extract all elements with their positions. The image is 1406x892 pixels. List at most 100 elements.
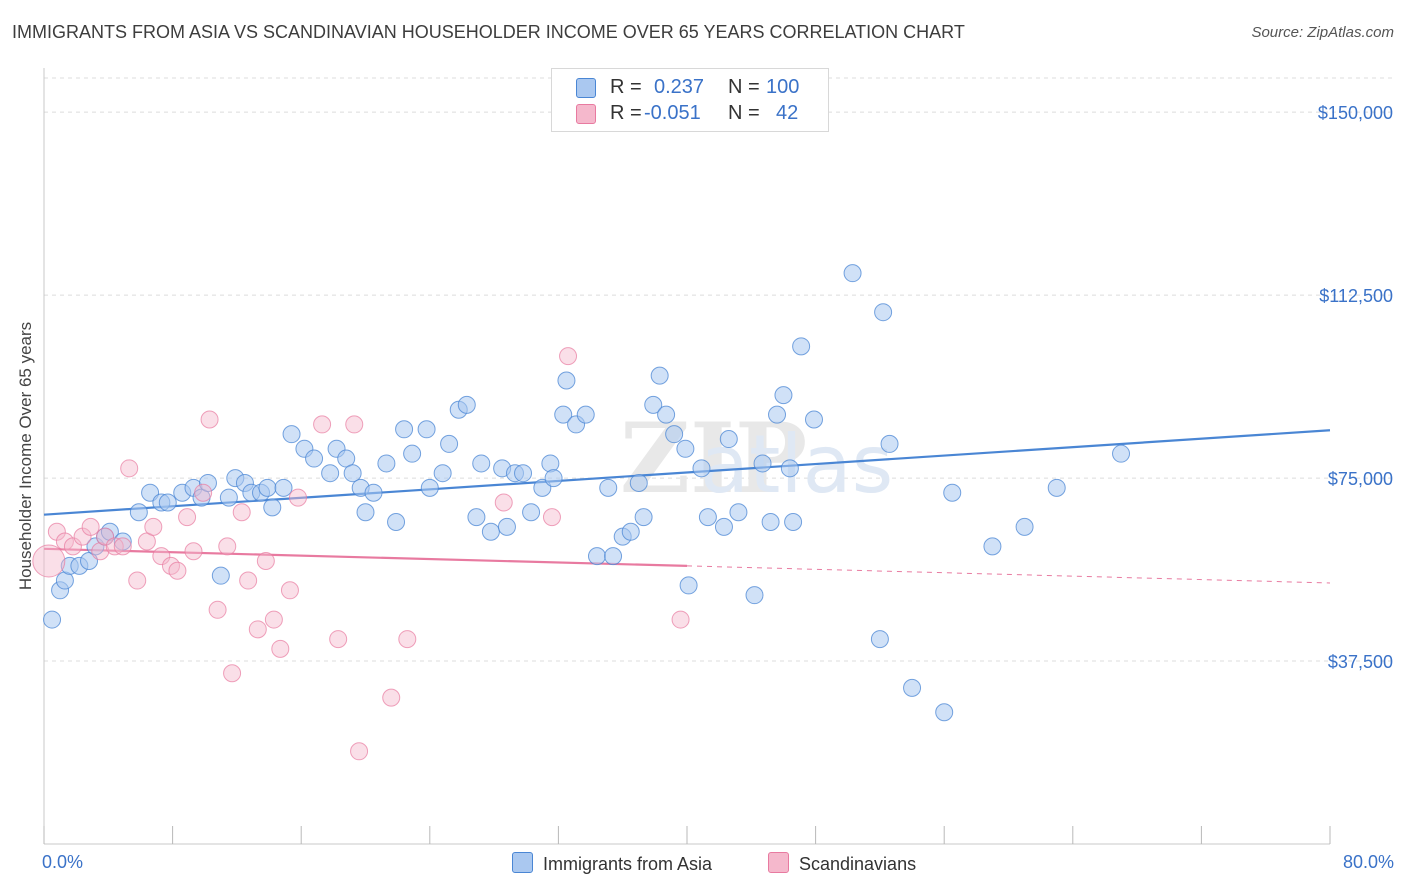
data-point-scand [280, 581, 299, 600]
bottom-legend-label-scand: Scandinavians [799, 854, 917, 874]
legend-swatch-scand [576, 104, 596, 124]
data-point-asia [679, 576, 698, 595]
data-point-asia [880, 434, 899, 453]
data-point-asia [650, 366, 669, 385]
legend-n-label: N = [728, 102, 760, 124]
data-point-asia [1112, 444, 1131, 463]
data-point-asia [420, 478, 439, 497]
bottom-legend-label-asia: Immigrants from Asia [543, 854, 713, 874]
stats-legend: R = 0.237 N = 100 R = -0.051 N = 42 [551, 68, 829, 132]
data-point-asia [745, 586, 764, 605]
data-point-asia [599, 478, 618, 497]
data-point-asia [714, 517, 733, 536]
data-point-scand [178, 508, 197, 527]
data-point-asia [274, 478, 293, 497]
bottom-legend-swatch-scand [768, 852, 789, 873]
data-point-scand [239, 571, 258, 590]
y-tick-labels: $150,000 $112,500 $75,000 $37,500 [1318, 103, 1393, 672]
data-point-asia [433, 464, 452, 483]
x-tick-label-max: 80.0% [1342, 852, 1394, 872]
data-point-asia [935, 703, 954, 722]
data-point-asia [557, 371, 576, 390]
y-tick-label: $75,000 [1328, 469, 1393, 489]
data-point-asia [870, 630, 889, 649]
data-point-scand [128, 571, 147, 590]
data-point-asia [356, 503, 375, 522]
legend-r-value: 0.237 [654, 76, 705, 98]
axes [43, 68, 1331, 845]
data-point-asia [657, 405, 676, 424]
data-point-asia [753, 454, 772, 473]
data-point-scand [313, 415, 332, 434]
legend-r-label: R = [610, 76, 642, 98]
data-point-scand [288, 488, 307, 507]
data-point-scand [671, 610, 690, 629]
data-point-scand [345, 415, 364, 434]
legend-n-value: 42 [776, 102, 799, 124]
data-point-asia [440, 434, 459, 453]
data-point-asia [780, 459, 799, 478]
data-point-asia [514, 464, 533, 483]
data-point-asia [364, 483, 383, 502]
data-point-scand [113, 537, 132, 556]
data-point-asia [481, 522, 500, 541]
bottom-legend-scand: Scandinavians [768, 852, 916, 875]
data-point-scand [329, 630, 348, 649]
legend-n-value: 100 [766, 76, 800, 98]
data-point-scand [32, 544, 66, 578]
data-point-scand [542, 508, 561, 527]
trend-line-scand-extension [686, 565, 1331, 584]
data-point-asia [644, 395, 663, 414]
y-axis-label: Householder Income Over 65 years [16, 321, 35, 591]
data-point-scand [256, 552, 275, 571]
data-point-scand [144, 517, 163, 536]
data-point-scand [398, 630, 417, 649]
bottom-legend-asia: Immigrants from Asia [512, 852, 712, 875]
data-point-scand [63, 537, 82, 556]
data-point-asia [729, 503, 748, 522]
data-point-asia [1047, 478, 1066, 497]
data-point-asia [621, 522, 640, 541]
data-point-scand [91, 542, 110, 561]
data-point-scand [248, 620, 267, 639]
data-point-asia [321, 464, 340, 483]
data-point-asia [903, 678, 922, 697]
data-point-scand [223, 664, 242, 683]
data-point-asia [417, 420, 436, 439]
legend-r-value: -0.051 [644, 102, 701, 124]
data-point-scand [382, 688, 401, 707]
chart-source: Source: ZipAtlas.com [1251, 24, 1394, 41]
data-point-asia [719, 430, 738, 449]
y-tick-label: $37,500 [1328, 652, 1393, 672]
data-point-asia [843, 264, 862, 283]
data-point-asia [258, 478, 277, 497]
data-point-scand [232, 503, 251, 522]
data-point-asia [665, 425, 684, 444]
data-point-asia [43, 610, 62, 629]
legend-n-label: N = [728, 76, 760, 98]
data-point-asia [792, 337, 811, 356]
data-point-asia [403, 444, 422, 463]
data-point-scand [96, 527, 115, 546]
data-point-asia [129, 503, 148, 522]
data-point-asia [554, 405, 573, 424]
series-scand-points [32, 347, 690, 761]
data-point-asia [395, 420, 414, 439]
data-point-scand [264, 610, 283, 629]
data-point-asia [305, 449, 324, 468]
data-point-asia [804, 410, 823, 429]
data-point-asia [943, 483, 962, 502]
data-point-asia [634, 508, 653, 527]
data-point-scand [152, 547, 171, 566]
legend-swatch-asia [576, 78, 596, 98]
data-point-asia [457, 395, 476, 414]
data-point-asia [497, 517, 516, 536]
data-point-asia [692, 459, 711, 478]
data-point-asia [774, 386, 793, 405]
trend-line-scand [43, 547, 688, 567]
data-point-scand [218, 537, 237, 556]
data-point-asia [768, 405, 787, 424]
data-point-asia [387, 512, 406, 531]
data-point-asia [282, 425, 301, 444]
